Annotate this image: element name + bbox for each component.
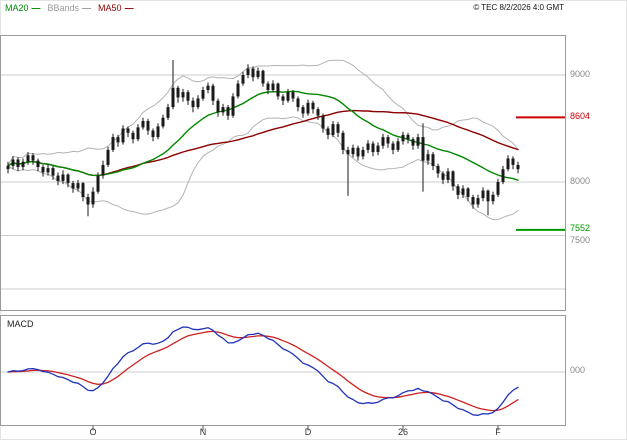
legend-ma50-line-swatch: — (124, 3, 134, 13)
legend-ma20-label: MA20 (5, 3, 29, 13)
legend-item-bbands: BBands — (48, 3, 92, 13)
macd-panel-title: MACD (7, 319, 34, 329)
legend-bbands-label: BBands (47, 3, 80, 13)
legend-ma50-label: MA50 (98, 3, 122, 13)
legend-item-ma50: MA50— (98, 3, 134, 13)
legend-item-ma20: MA20— (5, 3, 41, 13)
copyright-text: © TEC 8/2/2026 4:0 GMT (473, 3, 564, 12)
chart-legend: MA20— BBands — MA50— (5, 3, 134, 13)
legend-ma20-line-swatch: — (31, 3, 41, 13)
legend-bbands-line-swatch: — (82, 3, 92, 13)
